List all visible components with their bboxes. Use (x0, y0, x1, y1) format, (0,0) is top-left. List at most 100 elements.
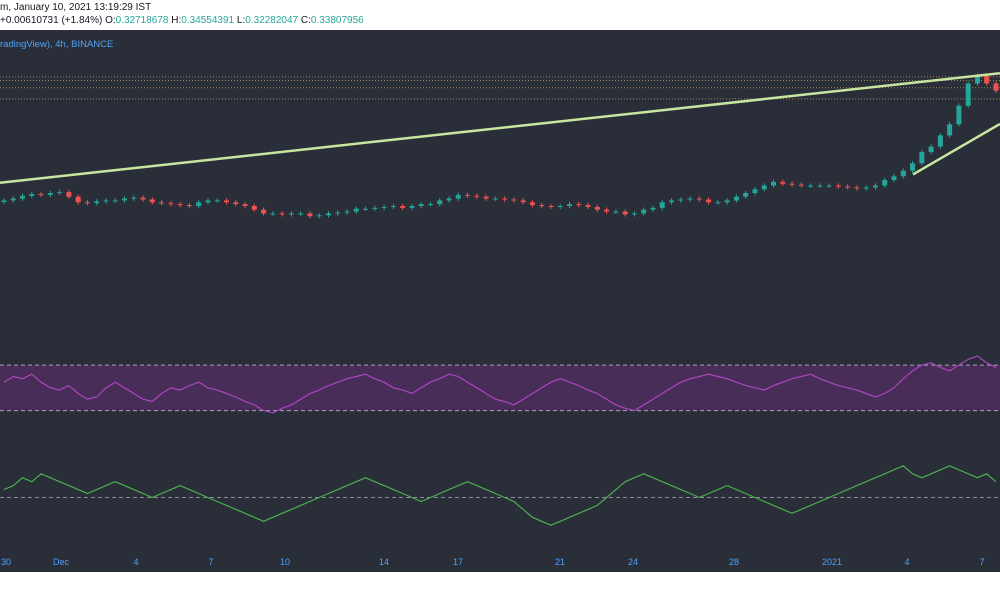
candle-body (761, 185, 767, 190)
x-axis: 30 Dec 4 7 10 14 17 21 24 28 2021 4 7 (0, 557, 1000, 571)
ohlc-high-value: 0.34554391 (181, 15, 235, 26)
x-tick-label: Dec (52, 557, 70, 567)
candle-body (687, 198, 693, 200)
trendline-upper (0, 71, 1000, 185)
candle-body (316, 215, 322, 217)
candle-body (854, 187, 860, 189)
candle-body (131, 197, 137, 199)
candle-body (10, 198, 16, 201)
candle-body (557, 206, 563, 207)
ohlc-close-value: 0.33807956 (310, 15, 364, 26)
candle-body (122, 198, 128, 201)
trendline-lower (912, 122, 1000, 176)
candle-body (539, 205, 545, 207)
candle-body (567, 204, 573, 206)
candle-body (196, 202, 202, 206)
chart-legend: radingView), 4h, BINANCE (0, 39, 114, 50)
candle-body (743, 193, 749, 197)
candle-body (770, 181, 776, 186)
candle-body (409, 206, 415, 208)
candle-body (400, 206, 406, 208)
candle-body (576, 204, 582, 206)
candle-body (650, 207, 656, 210)
candle-body (974, 76, 980, 84)
candle-body (363, 208, 369, 210)
candle-body (159, 202, 165, 204)
x-tick-label: 28 (728, 557, 740, 567)
rsi-line (3, 355, 997, 414)
candle-body (511, 199, 517, 201)
candle-body (279, 213, 285, 215)
chart-svg[interactable] (0, 30, 1000, 572)
candle-body (242, 204, 248, 206)
x-tick-label: 7 (208, 557, 214, 567)
candle-body (669, 200, 675, 203)
candle-body (928, 146, 934, 153)
candle-body (251, 206, 257, 210)
candle-body (140, 197, 146, 200)
candle-body (344, 211, 350, 213)
candle-body (483, 196, 489, 199)
candle-body (186, 205, 192, 207)
candle-body (307, 213, 313, 217)
candle-body (1, 200, 7, 202)
candle-body (613, 211, 619, 213)
candle-body (84, 202, 90, 204)
candle-body (325, 213, 331, 216)
candle-body (984, 76, 990, 84)
candle-body (390, 206, 396, 207)
candle-body (548, 206, 554, 207)
x-tick-label: 4 (904, 557, 910, 567)
x-tick-label: 30 (0, 557, 12, 567)
candle-body (706, 199, 712, 203)
candle-body (910, 163, 916, 171)
candle-body (947, 124, 953, 136)
x-tick-label: 2021 (821, 557, 843, 567)
candle-body (224, 200, 230, 203)
candle-body (520, 200, 526, 203)
candle-body (659, 202, 665, 208)
osc-line (3, 465, 997, 526)
candle-body (733, 196, 739, 201)
candle-body (863, 187, 869, 189)
candle-body (47, 193, 53, 195)
candle-body (919, 152, 925, 164)
candle-body (177, 204, 183, 206)
ohlc-open-value: 0.32718678 (115, 15, 169, 26)
rsi-band (0, 365, 1000, 411)
candle-body (168, 203, 174, 205)
candle-body (529, 202, 535, 206)
candle-body (270, 213, 276, 215)
candle-body (372, 207, 378, 209)
candle-body (631, 213, 637, 215)
ohlc-readout: +0.00610731 (+1.84%) O:0.32718678 H:0.34… (0, 15, 364, 26)
candle-body (993, 83, 999, 91)
candle-body (57, 192, 63, 194)
candle-body (29, 193, 35, 196)
candle-body (956, 105, 962, 125)
x-tick-label: 14 (378, 557, 390, 567)
candle-body (789, 183, 795, 185)
candle-body (594, 206, 600, 210)
candle-body (427, 204, 433, 206)
candle-body (622, 211, 628, 215)
candle-body (455, 194, 461, 199)
candle-body (937, 135, 943, 147)
candle-body (94, 201, 100, 204)
candle-body (882, 180, 888, 186)
candle-body (335, 212, 341, 214)
candle-body (585, 205, 591, 207)
candle-body (604, 209, 610, 212)
candle-body (103, 200, 109, 202)
candle-body (678, 199, 684, 201)
ohlc-close-label: C: (300, 15, 311, 26)
candle-body (492, 198, 498, 200)
candle-body (891, 176, 897, 180)
candle-body (641, 209, 647, 214)
candle-body (965, 83, 971, 106)
candle-body (826, 185, 832, 187)
chart-canvas[interactable] (0, 30, 1000, 572)
candle-body (446, 198, 452, 201)
candle-body (715, 202, 721, 204)
candle-body (502, 198, 508, 200)
